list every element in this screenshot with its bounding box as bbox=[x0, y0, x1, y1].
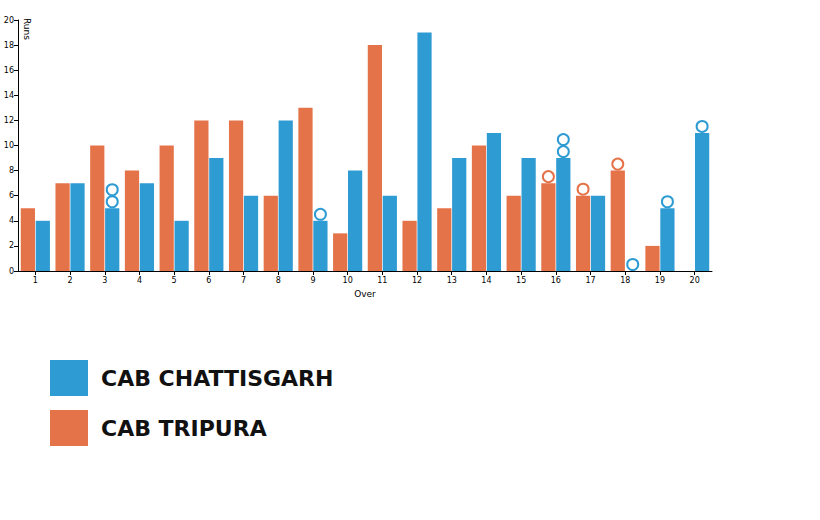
svg-text:7: 7 bbox=[241, 276, 246, 285]
svg-text:4: 4 bbox=[9, 216, 14, 225]
svg-text:9: 9 bbox=[310, 276, 315, 285]
svg-text:13: 13 bbox=[447, 276, 457, 285]
svg-text:20: 20 bbox=[690, 276, 700, 285]
svg-text:CAB TRIPURA: CAB TRIPURA bbox=[101, 416, 267, 441]
svg-text:CAB CHATTISGARH: CAB CHATTISGARH bbox=[101, 366, 333, 391]
svg-text:8: 8 bbox=[9, 166, 14, 175]
svg-text:18: 18 bbox=[620, 276, 630, 285]
svg-text:18: 18 bbox=[4, 41, 14, 50]
svg-text:6: 6 bbox=[206, 276, 211, 285]
svg-text:Runs: Runs bbox=[22, 18, 32, 40]
svg-text:16: 16 bbox=[4, 66, 14, 75]
svg-text:16: 16 bbox=[551, 276, 561, 285]
svg-text:10: 10 bbox=[4, 141, 14, 150]
svg-text:Over: Over bbox=[354, 289, 376, 299]
svg-text:14: 14 bbox=[4, 91, 14, 100]
svg-text:15: 15 bbox=[516, 276, 526, 285]
svg-text:5: 5 bbox=[172, 276, 177, 285]
svg-text:8: 8 bbox=[276, 276, 281, 285]
svg-text:3: 3 bbox=[102, 276, 107, 285]
svg-text:14: 14 bbox=[481, 276, 491, 285]
svg-text:1: 1 bbox=[33, 276, 38, 285]
svg-text:12: 12 bbox=[4, 116, 14, 125]
svg-text:2: 2 bbox=[68, 276, 73, 285]
svg-text:6: 6 bbox=[9, 191, 14, 200]
svg-text:4: 4 bbox=[137, 276, 142, 285]
svg-text:17: 17 bbox=[585, 276, 595, 285]
svg-text:2: 2 bbox=[9, 241, 14, 250]
svg-text:20: 20 bbox=[4, 16, 14, 25]
svg-text:19: 19 bbox=[655, 276, 665, 285]
svg-text:10: 10 bbox=[343, 276, 353, 285]
svg-text:12: 12 bbox=[412, 276, 422, 285]
svg-text:11: 11 bbox=[377, 276, 387, 285]
svg-text:0: 0 bbox=[9, 267, 14, 276]
